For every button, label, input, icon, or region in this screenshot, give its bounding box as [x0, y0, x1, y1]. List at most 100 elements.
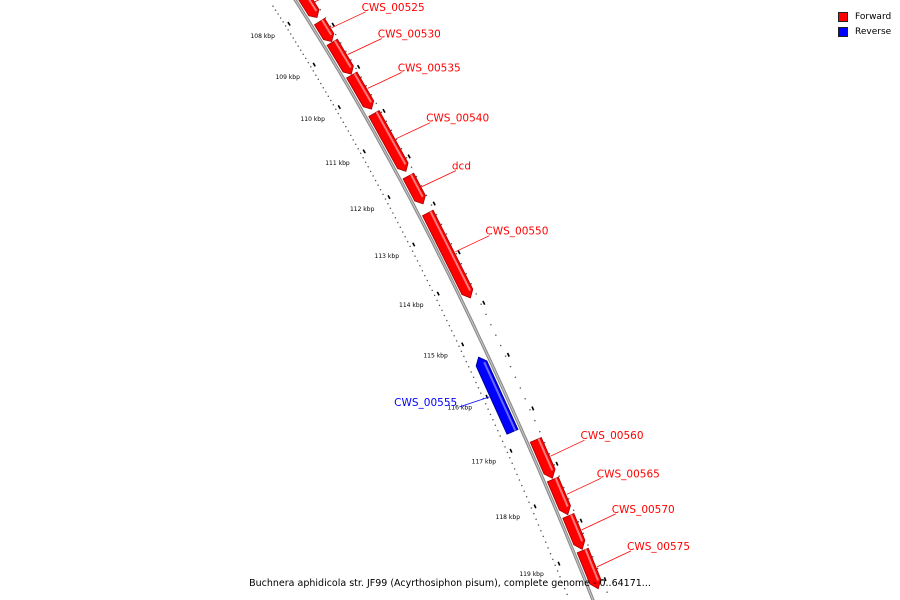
- gene-arrow-cws-00565[interactable]: [546, 476, 571, 516]
- outer-minor-tick: [405, 157, 408, 159]
- inner-minor-tick: [424, 274, 426, 277]
- gene-arrow-cws-00575[interactable]: [576, 547, 602, 590]
- inner-minor-tick: [345, 125, 347, 128]
- outer-minor-tick: [601, 579, 604, 581]
- inner-minor-tick: [374, 179, 377, 182]
- label-leader: [421, 170, 457, 187]
- gene-arrow-cws-00570[interactable]: [562, 512, 586, 550]
- half-tick: [555, 461, 559, 466]
- gene-label: CWS_00530: [378, 29, 441, 41]
- label-leader: [596, 550, 632, 568]
- inner-minor-tick: [426, 279, 429, 282]
- scale-ticks: 108 kbp 109 kbp 110 kbp 111 kbp 112 kbp 113 k…: [250, 21, 607, 582]
- half-tick: [432, 201, 436, 206]
- inner-minor-tick: [433, 294, 436, 297]
- gene-arrow-cws-00525[interactable]: [313, 17, 335, 42]
- outer-minor-tick: [435, 213, 438, 216]
- inner-minor-tick: [511, 462, 513, 465]
- inner-minor-tick: [347, 130, 350, 132]
- inner-minor-tick: [384, 198, 387, 200]
- major-tick: [412, 242, 416, 247]
- gene-arrow-cws-00560[interactable]: [529, 436, 556, 479]
- inner-minor-tick: [404, 236, 406, 238]
- inner-minor-tick: [414, 255, 416, 257]
- outer-minor-tick: [519, 387, 522, 389]
- major-tick: [362, 149, 366, 154]
- tick-dots: [272, 0, 608, 596]
- gene-arrow-cws-00530[interactable]: [326, 38, 354, 75]
- inner-minor-tick: [274, 9, 277, 11]
- outer-minor-tick: [324, 17, 327, 19]
- inner-minor-tick: [446, 319, 448, 322]
- inner-minor-tick: [377, 184, 379, 186]
- inner-minor-tick: [448, 324, 451, 327]
- outer-minor-tick: [465, 272, 468, 275]
- reverse-swatch: [838, 26, 848, 37]
- label-leader: [455, 235, 490, 253]
- gene-arrow-hish[interactable]: [297, 0, 320, 18]
- outer-minor-tick: [440, 223, 443, 226]
- outer-minor-tick: [499, 344, 502, 347]
- outer-minor-tick: [470, 282, 472, 285]
- outer-minor-tick: [365, 85, 367, 87]
- genome-backbone: [293, 0, 595, 600]
- gene-highlight: [410, 174, 424, 198]
- half-tick: [603, 576, 607, 582]
- outer-minor-tick: [568, 498, 570, 500]
- gene-highlight: [584, 549, 600, 581]
- inner-minor-tick: [438, 304, 441, 307]
- inner-minor-tick: [362, 157, 364, 159]
- label-leader: [550, 439, 585, 457]
- inner-minor-tick: [382, 193, 384, 196]
- inner-minor-tick: [325, 91, 327, 93]
- tick-label: 108 kbp: [250, 33, 275, 40]
- inner-minor-tick: [525, 495, 528, 498]
- inner-minor-tick: [431, 289, 433, 292]
- label-leader: [395, 122, 431, 140]
- tick-label: 113 kbp: [375, 253, 400, 260]
- outer-minor-tick: [606, 591, 608, 593]
- inner-minor-tick: [289, 33, 292, 35]
- outer-minor-tick: [455, 252, 458, 255]
- inner-minor-tick: [494, 424, 497, 426]
- inner-minor-tick: [409, 245, 411, 248]
- outer-minor-tick: [475, 293, 477, 295]
- inner-minor-tick: [443, 314, 446, 317]
- half-tick: [482, 300, 486, 305]
- inner-minor-tick: [523, 490, 525, 492]
- inner-minor-tick: [389, 207, 392, 210]
- inner-minor-tick: [350, 134, 352, 137]
- outer-minor-tick: [395, 138, 398, 141]
- legend-label-reverse: Reverse: [855, 26, 892, 37]
- inner-minor-tick: [279, 17, 282, 19]
- gene-arrow-cws-00540[interactable]: [368, 110, 409, 172]
- label-leader: [331, 11, 366, 29]
- label-leader: [367, 72, 402, 89]
- gene-arrow-cws-00550[interactable]: [421, 209, 474, 299]
- gene-highlight: [537, 438, 554, 471]
- inner-minor-tick: [460, 350, 463, 352]
- tick-label: 109 kbp: [275, 74, 300, 81]
- inner-minor-tick: [416, 260, 419, 262]
- outer-minor-tick: [329, 25, 332, 27]
- inner-minor-tick: [359, 152, 362, 155]
- major-tick: [312, 62, 316, 67]
- legend-item-forward: Forward: [838, 9, 891, 24]
- label-leader: [315, 0, 320, 2]
- outer-minor-tick: [524, 398, 526, 400]
- inner-minor-tick: [506, 451, 509, 454]
- inner-minor-tick: [332, 104, 335, 106]
- inner-minor-tick: [357, 148, 359, 150]
- inner-minor-tick: [549, 552, 552, 555]
- gene-label: CWS_00540: [426, 113, 489, 125]
- gene-features[interactable]: [297, 0, 602, 590]
- gene-arrow-cws-00535[interactable]: [346, 71, 375, 110]
- gene-arrow-dcd[interactable]: [402, 172, 426, 205]
- tick-label: 117 kbp: [472, 459, 497, 466]
- inner-minor-tick: [499, 435, 501, 437]
- tick-label: 111 kbp: [325, 160, 350, 167]
- gene-highlight: [570, 514, 584, 542]
- inner-minor-tick: [340, 117, 342, 119]
- half-tick: [506, 352, 510, 357]
- backbone-highlight: [294, 0, 594, 600]
